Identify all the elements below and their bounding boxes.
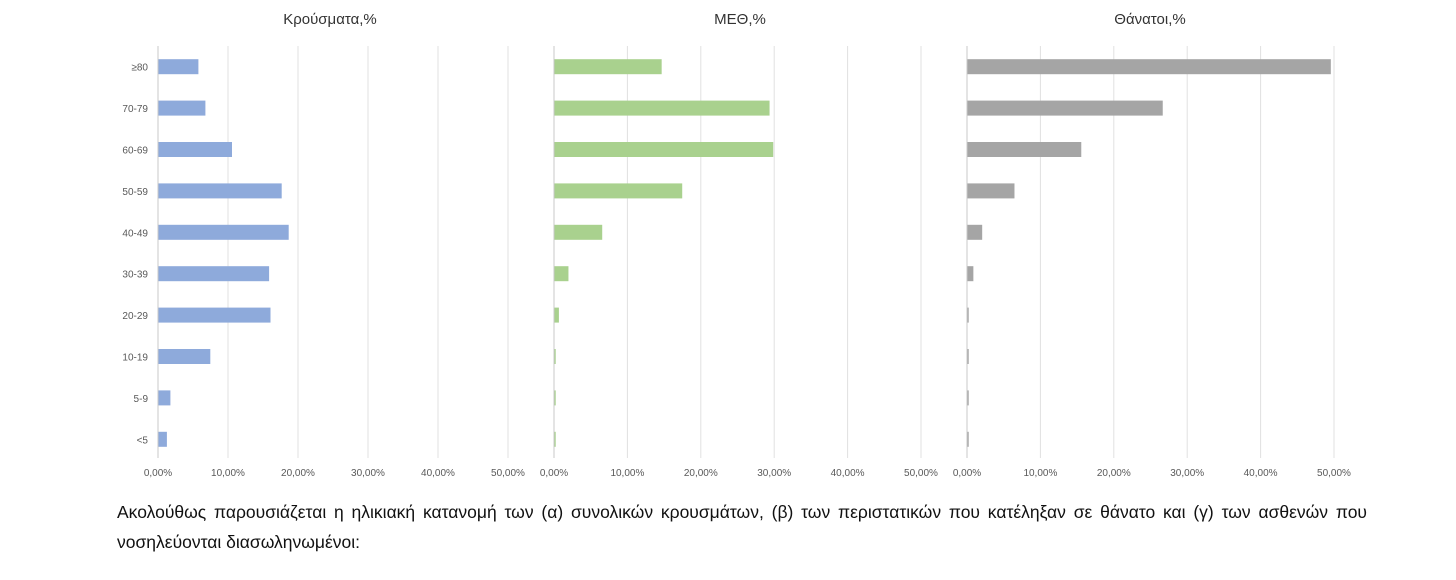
x-tick-label: 30,00% bbox=[351, 468, 385, 479]
bar bbox=[967, 183, 1015, 199]
x-tick-label: 50,00% bbox=[904, 468, 938, 479]
bar bbox=[554, 224, 603, 240]
bar bbox=[158, 224, 289, 240]
bar bbox=[967, 390, 969, 406]
bar bbox=[967, 431, 969, 447]
x-tick-label: 30,00% bbox=[1170, 468, 1204, 479]
x-tick-label: 10,00% bbox=[1023, 468, 1057, 479]
bar bbox=[967, 224, 983, 240]
category-label: 40-49 bbox=[122, 228, 148, 239]
x-tick-label: 50,00% bbox=[491, 468, 525, 479]
x-tick-label: 40,00% bbox=[831, 468, 865, 479]
caption-text: Ακολούθως παρουσιάζεται η ηλικιακή καταν… bbox=[117, 502, 1367, 552]
bar bbox=[158, 100, 206, 116]
chart-title: Κρούσματα,% bbox=[283, 11, 377, 28]
x-tick-label: 0,00% bbox=[953, 468, 981, 479]
x-tick-label: 30,00% bbox=[757, 468, 791, 479]
category-label: 70-79 bbox=[122, 104, 148, 115]
x-tick-label: 20,00% bbox=[281, 468, 315, 479]
bar bbox=[967, 59, 1331, 75]
category-label: 5-9 bbox=[134, 394, 149, 405]
charts-svg: Κρούσματα,% 0,00% 10,00% 20,00% 30,00% 40,00%… bbox=[122, 11, 1351, 479]
bar bbox=[158, 266, 270, 282]
bar bbox=[554, 100, 770, 116]
category-label: <5 bbox=[137, 435, 149, 446]
x-tick-label: 10,00% bbox=[610, 468, 644, 479]
bar bbox=[554, 390, 556, 406]
bar bbox=[158, 390, 171, 406]
bar bbox=[158, 142, 232, 157]
category-label: 10-19 bbox=[122, 353, 148, 364]
x-tick-label: 20,00% bbox=[1097, 468, 1131, 479]
chart-title: Θάνατοι,% bbox=[1114, 11, 1185, 28]
chart-title: ΜΕΘ,% bbox=[714, 11, 766, 28]
x-tick-label: 50,00% bbox=[1317, 468, 1351, 479]
category-label: 30-39 bbox=[122, 270, 148, 281]
bar bbox=[158, 349, 211, 364]
bar bbox=[554, 307, 559, 323]
bar bbox=[967, 307, 969, 323]
x-tick-label: 0,00% bbox=[144, 468, 172, 479]
bar bbox=[554, 349, 556, 364]
category-label: ≥80 bbox=[131, 63, 148, 74]
bar bbox=[158, 59, 199, 75]
bar bbox=[967, 349, 969, 364]
x-tick-label: 40,00% bbox=[421, 468, 455, 479]
bar bbox=[554, 59, 662, 75]
bar bbox=[967, 142, 1082, 157]
bar bbox=[554, 183, 683, 199]
bar bbox=[158, 431, 167, 447]
bar bbox=[158, 307, 271, 323]
bar bbox=[554, 142, 774, 157]
bar bbox=[554, 266, 569, 282]
x-tick-label: 0,00% bbox=[540, 468, 568, 479]
x-tick-label: 40,00% bbox=[1244, 468, 1278, 479]
category-label: 50-59 bbox=[122, 187, 148, 198]
category-label: 20-29 bbox=[122, 311, 148, 322]
bar bbox=[967, 100, 1163, 116]
bar bbox=[158, 183, 282, 199]
bar bbox=[554, 431, 556, 447]
bar bbox=[967, 266, 974, 282]
x-tick-label: 20,00% bbox=[684, 468, 718, 479]
x-tick-label: 10,00% bbox=[211, 468, 245, 479]
category-label: 60-69 bbox=[122, 146, 148, 157]
